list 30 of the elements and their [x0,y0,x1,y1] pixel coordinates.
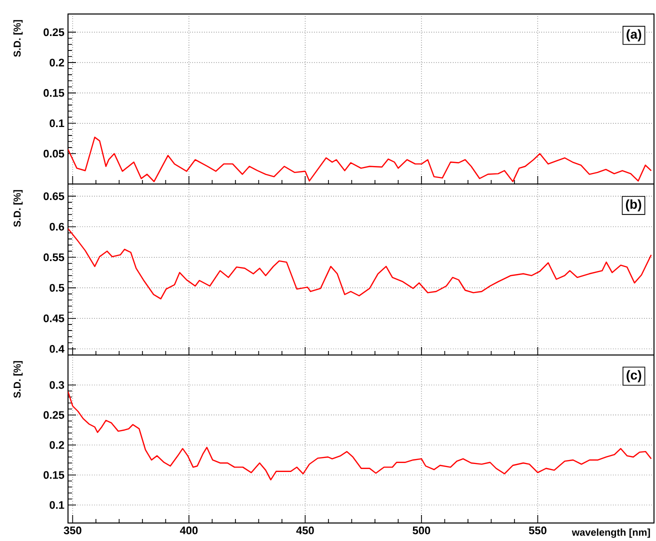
y-axis-title: S.D. [%] [13,190,23,227]
y-tick-label: 0.5 [50,284,64,292]
x-tick-label: 400 [180,526,198,534]
y-tick-label: 0.65 [44,192,64,200]
y-tick-label: 0.1 [50,119,64,128]
y-tick-label: 0.3 [50,381,64,389]
y-tick-label: 0.05 [44,150,64,158]
x-tick-label: 550 [528,526,546,534]
y-tick-label: 0.45 [44,314,64,322]
x-tick-label: 350 [64,526,82,534]
y-tick-label: 0.15 [44,471,64,479]
y-tick-label: 0.4 [50,344,64,353]
y-tick-label: 0.15 [44,88,64,97]
y-axis-title: S.D. [%] [13,360,23,398]
y-tick-label: 0.2 [50,441,64,449]
y-tick-label: 0.1 [50,501,64,509]
annotation: (b) [626,199,642,212]
y-tick-label: 0.2 [50,58,64,66]
y-tick-label: 0.55 [44,253,64,262]
line-series [68,136,652,182]
x-tick-label: 500 [412,526,430,534]
x-tick-label: 450 [296,526,314,534]
y-tick-label: 0.25 [44,411,64,419]
line-series [68,228,652,300]
x-axis-title: wavelength [nm] [572,528,650,538]
annotation: (a) [626,29,642,42]
y-tick-label: 0.25 [44,28,64,36]
y-axis-title: S.D. [%] [13,20,23,57]
annotation: (c) [626,370,642,382]
y-tick-label: 0.6 [50,222,64,231]
